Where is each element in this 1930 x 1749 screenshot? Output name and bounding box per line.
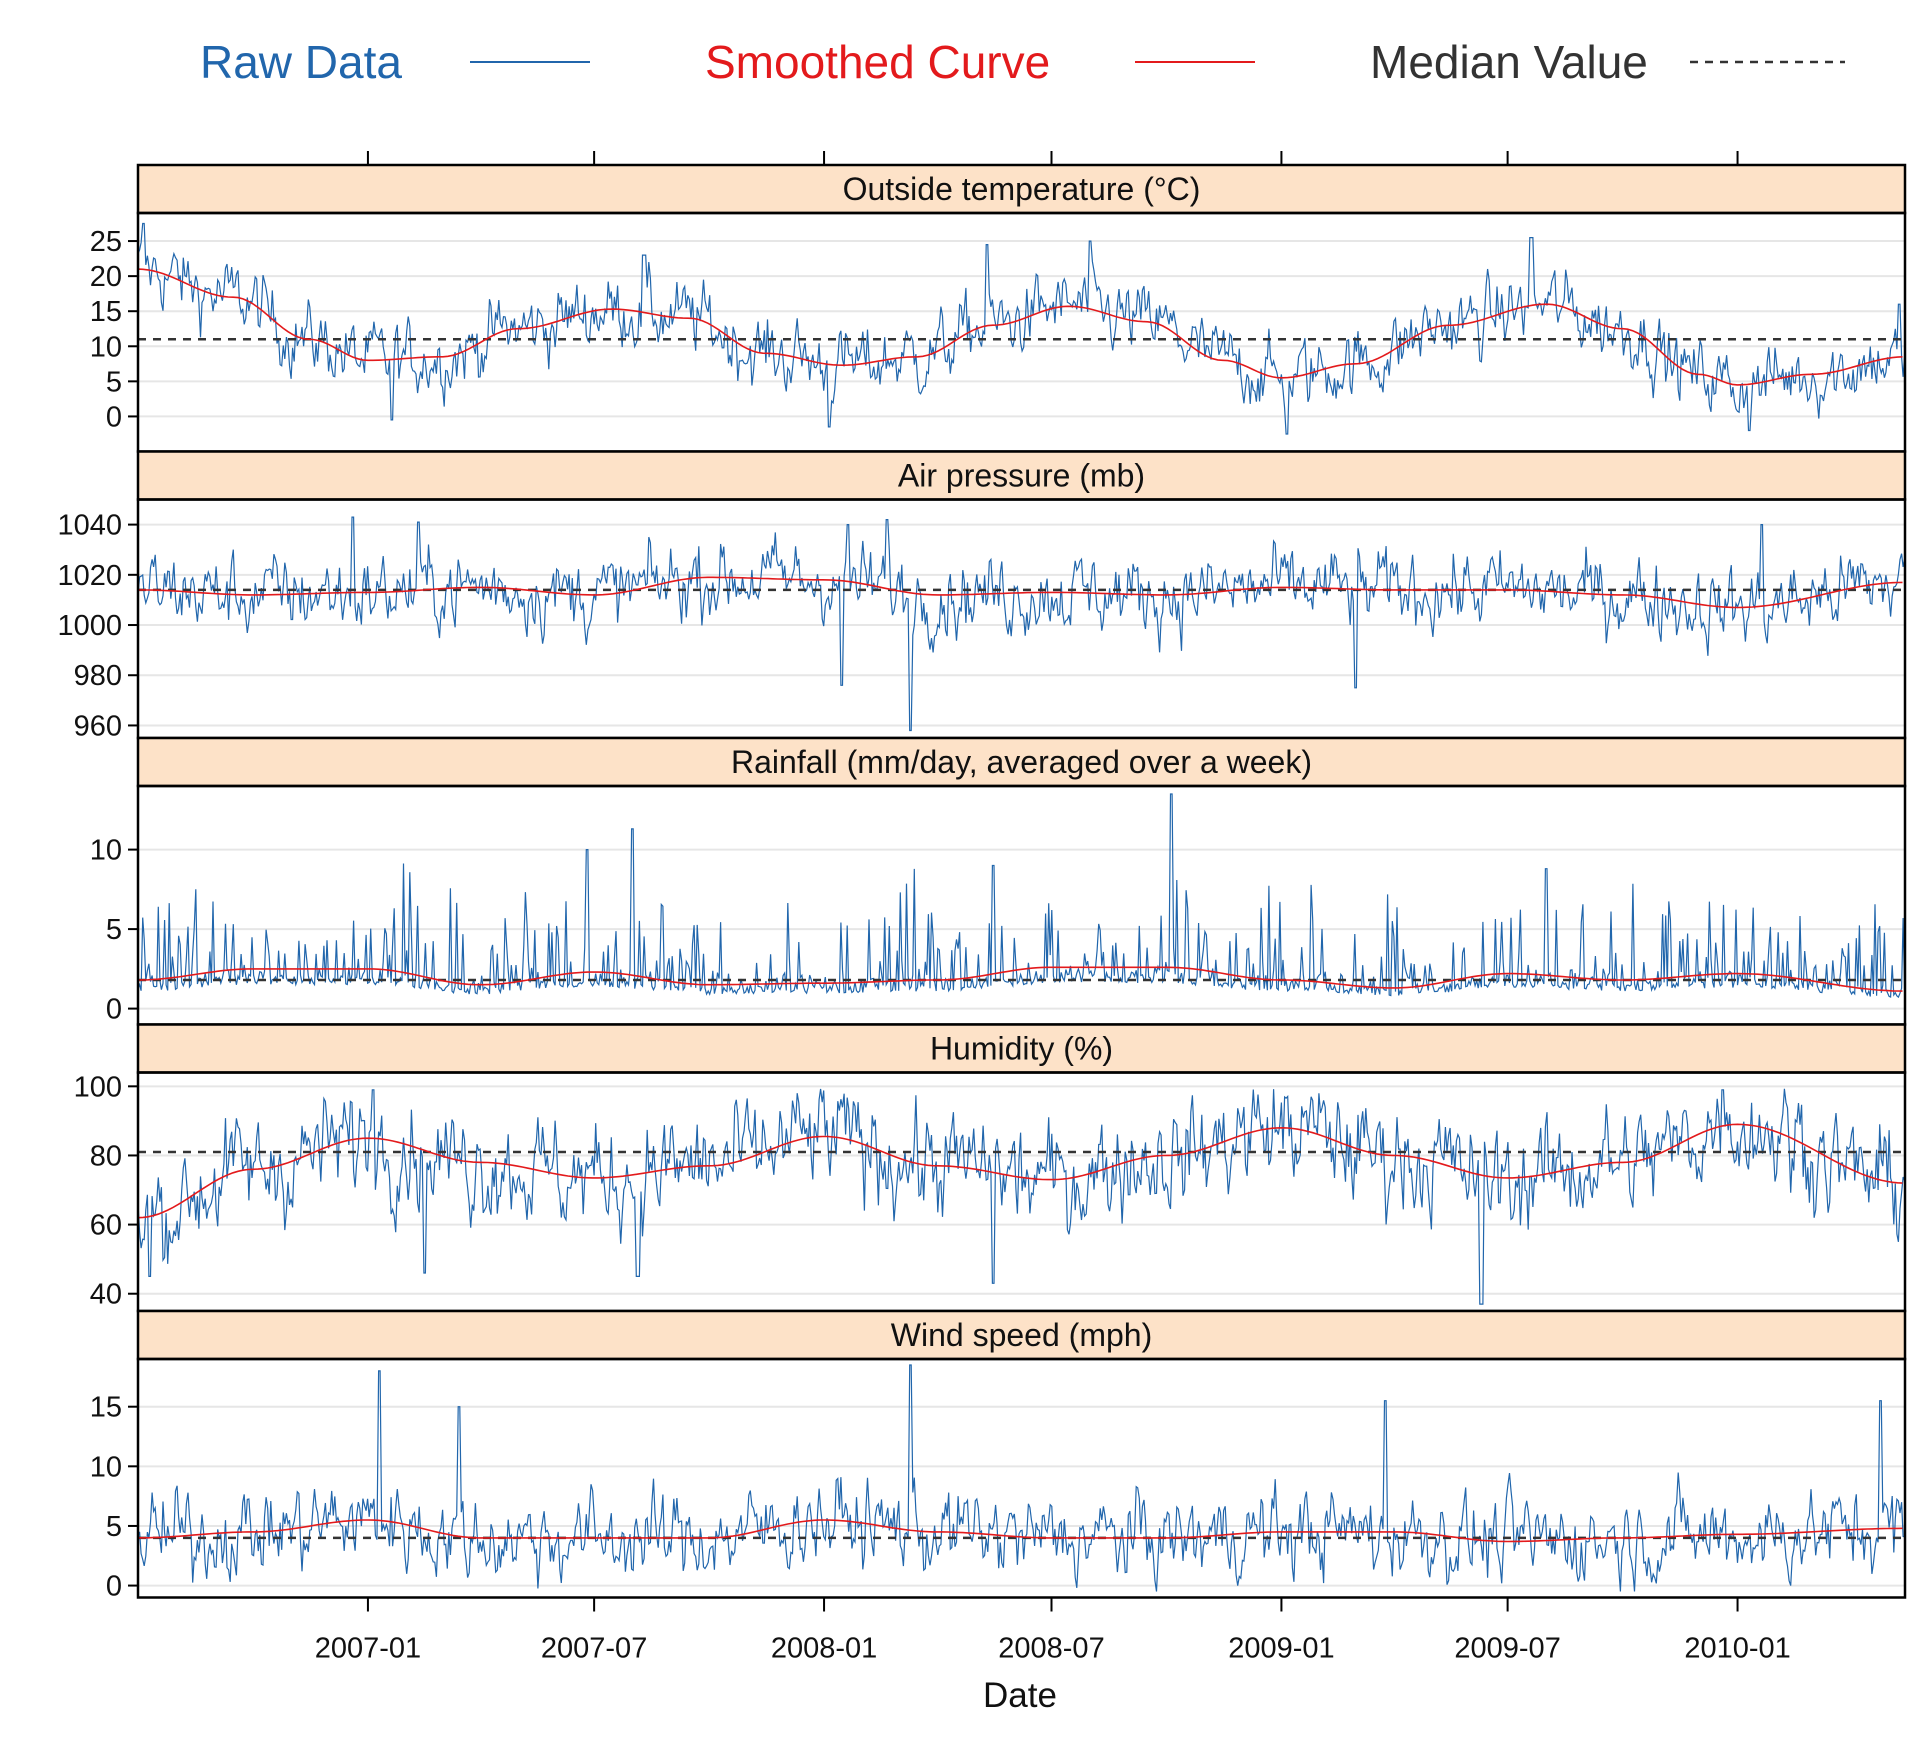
y-tick-label: 960	[74, 710, 122, 742]
panel-title: Humidity (%)	[930, 1031, 1113, 1067]
x-tick-label: 2010-01	[1684, 1633, 1790, 1665]
panel-title: Rainfall (mm/day, averaged over a week)	[731, 744, 1312, 780]
y-tick-label: 0	[106, 401, 122, 433]
raw-data-line	[138, 222, 1905, 435]
panel-frame	[136, 498, 1907, 740]
x-tick-label: 2008-01	[771, 1633, 877, 1665]
x-axis-title: Date	[983, 1676, 1057, 1715]
panel-4: Wind speed (mph) 0 5 10 15	[90, 1309, 1907, 1603]
panel-1: Air pressure (mb) 960 980 1000 1020 1040	[57, 450, 1907, 742]
y-tick-label: 1020	[57, 560, 122, 592]
y-tick-label: 15	[90, 1392, 122, 1424]
y-tick-label: 5	[106, 366, 122, 398]
x-tick-label: 2009-01	[1228, 1633, 1334, 1665]
panel-title: Air pressure (mb)	[898, 458, 1145, 494]
y-tick-label: 20	[90, 261, 122, 293]
y-tick-label: 10	[90, 331, 122, 363]
raw-data-line	[138, 793, 1905, 999]
y-tick-label: 10	[90, 835, 122, 867]
panel-3: Humidity (%) 40 60 80 100	[74, 1023, 1907, 1313]
raw-data-line	[138, 1088, 1905, 1305]
y-tick-label: 80	[90, 1140, 122, 1172]
panel-strip	[136, 1023, 1907, 1074]
y-tick-label: 15	[90, 296, 122, 328]
panel-frame	[136, 1071, 1907, 1313]
raw-data-line	[138, 516, 1905, 732]
panel-strip	[136, 450, 1907, 501]
panel-strip	[136, 1309, 1907, 1361]
x-tick-label: 2007-01	[315, 1633, 421, 1665]
y-tick-label: 5	[106, 914, 122, 946]
panel-strip	[136, 163, 1907, 215]
y-tick-label: 0	[106, 994, 122, 1026]
legend-label-raw-data: Raw Data	[200, 36, 402, 88]
smoothed-curve-line	[138, 1123, 1903, 1219]
y-tick-label: 100	[74, 1071, 122, 1103]
smoothed-curve-line	[138, 1519, 1903, 1543]
y-tick-label: 0	[106, 1571, 122, 1603]
y-tick-label: 1040	[57, 510, 122, 542]
y-tick-label: 1000	[57, 610, 122, 642]
panel-title: Outside temperature (°C)	[843, 171, 1201, 207]
x-tick-label: 2007-07	[541, 1633, 647, 1665]
x-tick-label: 2009-07	[1454, 1633, 1560, 1665]
legend-label-smoothed-curve: Smoothed Curve	[705, 36, 1050, 88]
raw-data-line	[138, 1364, 1905, 1592]
smoothed-curve-line	[138, 576, 1903, 609]
panel-strip	[136, 736, 1907, 788]
y-tick-label: 25	[90, 226, 122, 258]
y-tick-label: 980	[74, 660, 122, 692]
panel-2: Rainfall (mm/day, averaged over a week) 0…	[90, 736, 1907, 1026]
y-tick-label: 5	[106, 1511, 122, 1543]
y-tick-label: 60	[90, 1210, 122, 1242]
panel-frame	[136, 1357, 1907, 1599]
legend: Raw Data Smoothed Curve Median Value	[200, 36, 1845, 88]
y-tick-label: 10	[90, 1451, 122, 1483]
y-tick-label: 40	[90, 1279, 122, 1311]
smoothed-curve-line	[138, 966, 1903, 992]
legend-label-median-value: Median Value	[1370, 36, 1648, 88]
x-tick-label: 2008-07	[998, 1633, 1104, 1665]
smoothed-curve-line	[138, 268, 1903, 386]
panel-title: Wind speed (mph)	[891, 1317, 1152, 1353]
